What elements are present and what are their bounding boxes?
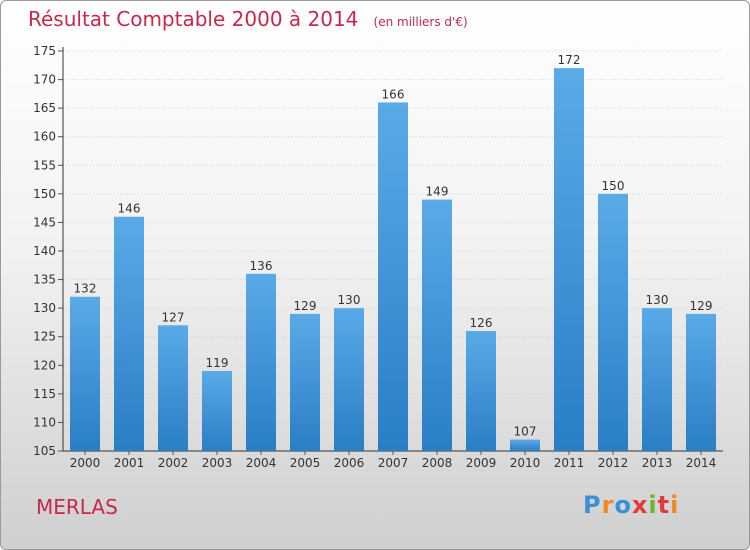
bar: [422, 199, 452, 451]
y-tick-label: 140: [33, 244, 56, 258]
x-tick-label: 2005: [290, 456, 321, 470]
y-tick-label: 165: [33, 101, 56, 115]
bar: [510, 439, 540, 451]
bar: [158, 325, 188, 451]
proxiti-logo: Proxiti: [583, 491, 680, 519]
data-label: 146: [118, 202, 141, 216]
data-label: 150: [602, 179, 625, 193]
bar: [642, 308, 672, 451]
chart-title: Résultat Comptable 2000 à 2014: [28, 7, 359, 31]
y-tick-label: 170: [33, 73, 56, 87]
x-tick-label: 2007: [378, 456, 409, 470]
y-tick-label: 135: [33, 273, 56, 287]
x-tick-label: 2004: [246, 456, 277, 470]
data-label: 107: [514, 425, 537, 439]
bar: [290, 313, 320, 451]
x-tick-label: 2001: [114, 456, 145, 470]
y-tick-label: 105: [33, 444, 56, 458]
y-tick-label: 110: [33, 415, 56, 429]
data-label: 126: [470, 316, 493, 330]
data-label: 166: [382, 87, 405, 101]
x-tick-label: 2014: [686, 456, 717, 470]
data-label: 172: [558, 53, 581, 67]
x-tick-label: 2013: [642, 456, 673, 470]
y-tick-label: 160: [33, 130, 56, 144]
y-tick-label: 115: [33, 387, 56, 401]
y-tick-label: 130: [33, 301, 56, 315]
x-tick-label: 2012: [598, 456, 629, 470]
chart-subtitle: (en milliers d'€): [373, 15, 468, 29]
commune-name: MERLAS: [36, 495, 118, 519]
data-label: 136: [250, 259, 273, 273]
x-tick-label: 2010: [510, 456, 541, 470]
axes: 105 110 115 120 125 130 135 140 145 150 155 160 165 1…: [33, 44, 723, 470]
bar: [466, 331, 496, 451]
bar: [554, 68, 584, 452]
x-tick-label: 2003: [202, 456, 233, 470]
data-label: 129: [294, 299, 317, 313]
bar: [598, 193, 628, 451]
data-labels: 132 146 127 119 136 129 130 166 149 126 107 172 150 1…: [74, 53, 713, 438]
x-tick-label: 2008: [422, 456, 453, 470]
data-label: 149: [426, 185, 449, 199]
x-tick-label: 2000: [70, 456, 101, 470]
data-label: 130: [646, 293, 669, 307]
y-tick-label: 125: [33, 330, 56, 344]
y-tick-label: 175: [33, 44, 56, 58]
bar: [378, 102, 408, 451]
y-tick-label: 120: [33, 358, 56, 372]
x-tick-label: 2011: [554, 456, 585, 470]
bar: [334, 308, 364, 451]
data-label: 127: [162, 310, 185, 324]
data-label: 119: [206, 356, 229, 370]
x-tick-label: 2002: [158, 456, 189, 470]
y-tick-label: 155: [33, 158, 56, 172]
y-tick-label: 150: [33, 187, 56, 201]
data-label: 130: [338, 293, 361, 307]
x-tick-label: 2006: [334, 456, 365, 470]
bar: [246, 273, 276, 451]
x-tick-label: 2009: [466, 456, 497, 470]
y-tick-label: 145: [33, 215, 56, 229]
data-label: 129: [690, 299, 713, 313]
bar: [202, 371, 232, 451]
chart-title-block: Résultat Comptable 2000 à 2014 (en milli…: [28, 7, 468, 31]
bar: [114, 216, 144, 451]
bar: [686, 313, 716, 451]
bar: [70, 296, 100, 451]
data-label: 132: [74, 282, 97, 296]
bars: [70, 68, 716, 452]
